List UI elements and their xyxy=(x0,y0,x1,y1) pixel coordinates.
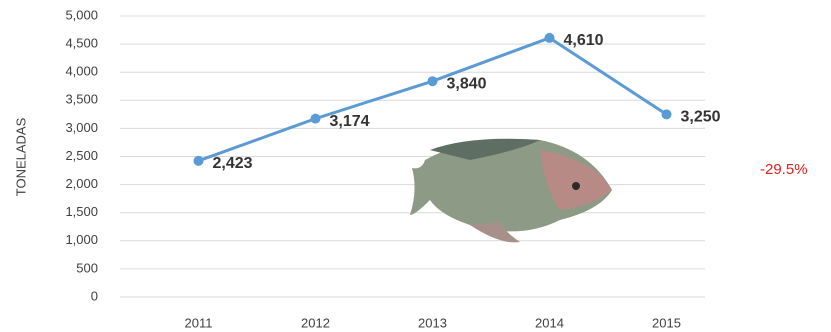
x-tick-label: 2012 xyxy=(301,315,330,330)
y-tick-label: 4,000 xyxy=(65,64,98,79)
y-tick-label: 1,000 xyxy=(65,232,98,247)
fish-head xyxy=(540,150,612,210)
data-label: 2,423 xyxy=(213,155,253,172)
line xyxy=(197,36,668,163)
data-label: 3,174 xyxy=(330,113,370,130)
fish-fin xyxy=(430,138,540,160)
y-axis-label: TONELADAS xyxy=(13,117,28,196)
y-tick-label: 3,000 xyxy=(65,120,98,135)
y-tick-label: 2,500 xyxy=(65,148,98,163)
marker xyxy=(427,76,438,87)
x-tick-label: 2011 xyxy=(185,315,213,330)
y-tick-label: 0 xyxy=(91,288,98,303)
annotation: -29.5% xyxy=(760,161,808,178)
marker xyxy=(193,155,204,166)
y-tick-label: 3,500 xyxy=(65,92,98,107)
marker xyxy=(544,32,555,43)
y-tick-label: 4,500 xyxy=(65,36,98,51)
y-tick-label: 500 xyxy=(76,260,98,275)
y-tick-label: 1,500 xyxy=(65,204,98,219)
x-tick-label: 2013 xyxy=(418,315,447,330)
x-tick-label: 2014 xyxy=(535,315,564,330)
data-label: 3,840 xyxy=(447,75,487,92)
fish-belly-fin xyxy=(470,222,520,243)
y-tick-label: 2,000 xyxy=(65,176,98,191)
y-tick-label: 5,000 xyxy=(65,7,98,22)
fish-illustration xyxy=(410,138,612,243)
x-tick-label: 2015 xyxy=(652,315,681,330)
data-label: 3,250 xyxy=(681,109,721,126)
data-label: 4,610 xyxy=(564,32,604,49)
fish-eye xyxy=(572,182,580,190)
marker xyxy=(661,109,672,120)
marker xyxy=(310,113,321,124)
